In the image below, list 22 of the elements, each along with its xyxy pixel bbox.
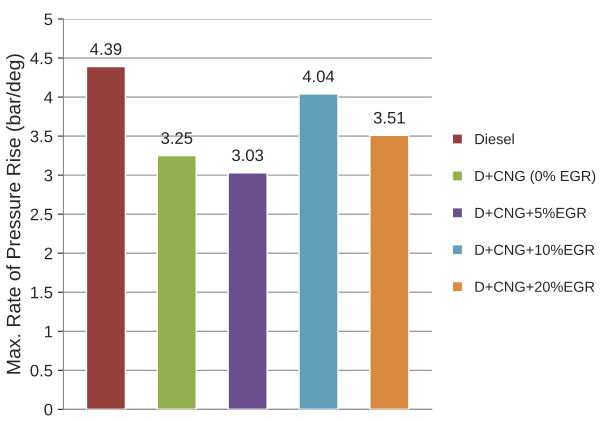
y-tick-label: 4.5 (30, 52, 52, 64)
data-label: 3.51 (374, 112, 405, 124)
y-tick-label: 1.5 (31, 286, 52, 298)
legend-label: Diesel (475, 134, 514, 144)
legend-label: D+CNG (0% EGR) (475, 170, 596, 184)
legend-label: D+CNG+10%EGR (475, 244, 594, 256)
legend-label: D+CNG+5%EGR (475, 208, 586, 218)
legend-label: D+CNG+20%EGR (475, 282, 594, 292)
y-tick-label: 4 (44, 92, 53, 104)
data-label: 3.25 (161, 132, 192, 144)
y-tick-label: 2.5 (30, 208, 52, 220)
data-label: 3.03 (232, 149, 264, 162)
data-label: 4.04 (302, 70, 334, 82)
y-tick-label: 2 (44, 248, 52, 260)
y-axis-title: Max. Rate of Pressure Rise (bar/deg) (6, 54, 24, 374)
y-tick-label: 1 (45, 326, 52, 338)
y-tick-label: 0.5 (30, 364, 52, 377)
y-tick-label: 5 (44, 14, 52, 26)
y-tick-label: 3.5 (30, 130, 52, 142)
y-tick-label: 3 (44, 170, 52, 182)
y-tick-label: 0 (44, 404, 52, 416)
data-label: 4.39 (90, 43, 122, 55)
